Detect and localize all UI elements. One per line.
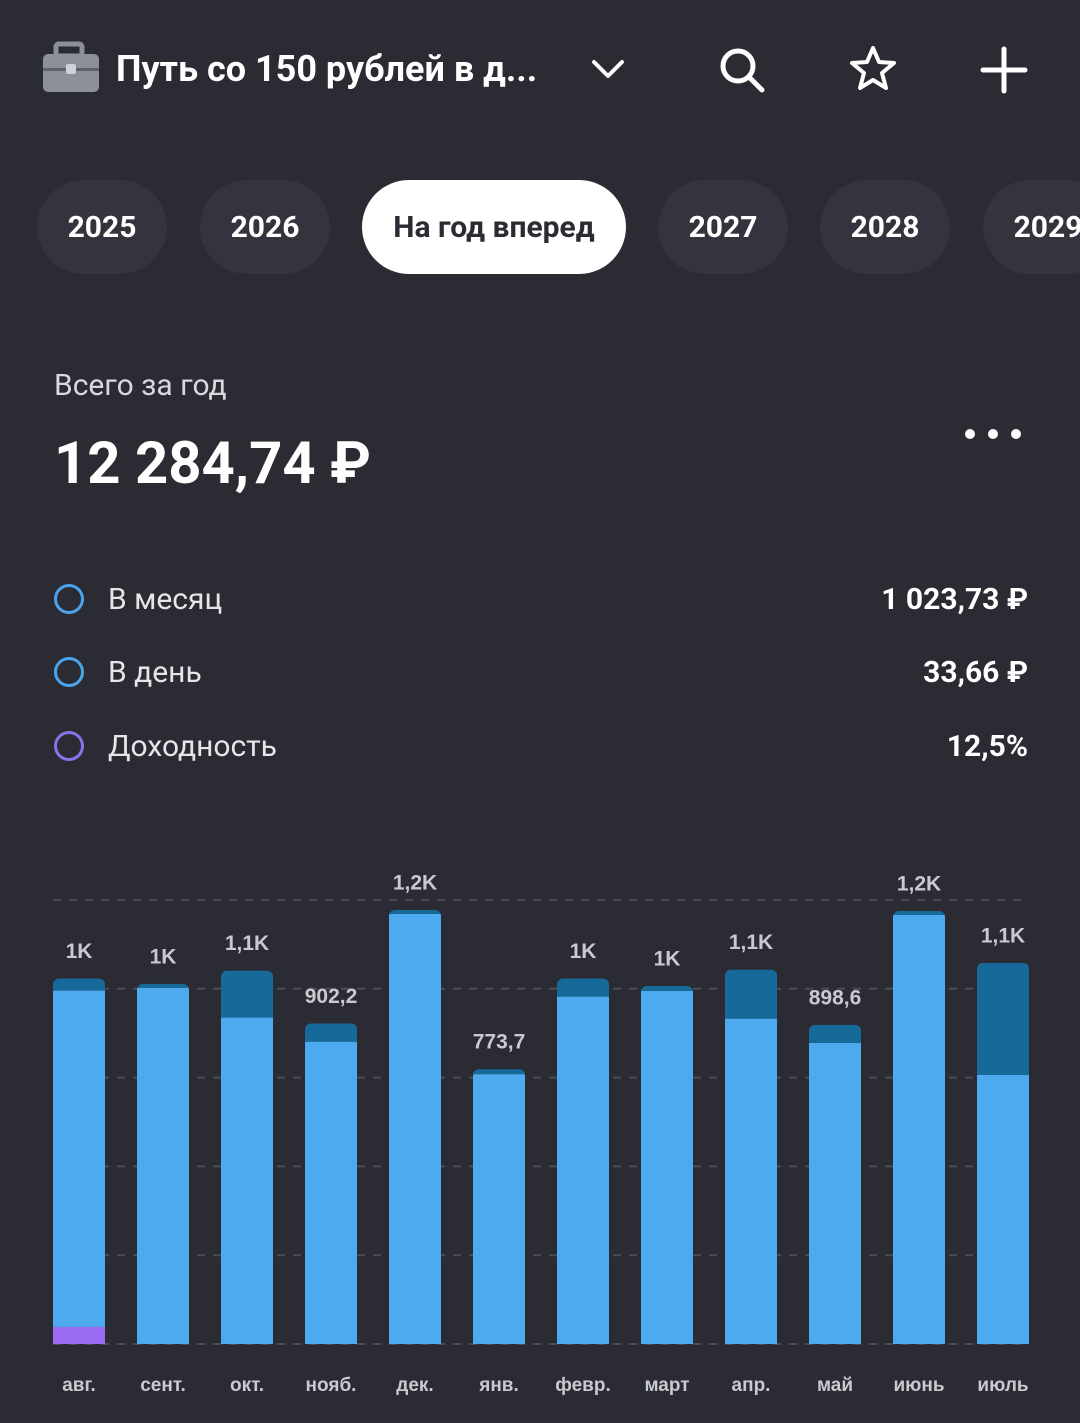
- x-tick-label: сент.: [140, 1375, 186, 1396]
- tab[interactable]: 2028: [820, 180, 950, 274]
- x-tick-label: март: [644, 1375, 689, 1396]
- favorite-icon[interactable]: [848, 44, 898, 92]
- search-icon[interactable]: [718, 46, 766, 94]
- bar-segment: [977, 962, 1029, 1075]
- value-label: 1K: [150, 945, 177, 968]
- bar-segment: [893, 914, 945, 1344]
- value-label: 1,1K: [981, 924, 1025, 947]
- tab-selected[interactable]: На год вперед: [362, 180, 626, 274]
- tab[interactable]: 2029: [983, 180, 1080, 274]
- bar-stack: [725, 969, 777, 1344]
- bar-segment: [809, 1024, 861, 1043]
- x-tick-label: июль: [977, 1375, 1028, 1396]
- bar-stack: [389, 909, 441, 1344]
- bar-stack: [641, 985, 693, 1344]
- bar-segment: [809, 1042, 861, 1344]
- bar-segment: [641, 990, 693, 1344]
- portfolio-title[interactable]: Путь со 150 рублей в д...: [116, 48, 538, 90]
- tab[interactable]: 2025: [37, 180, 167, 274]
- value-label: 1K: [654, 948, 681, 971]
- value-label: 1,1K: [729, 931, 773, 954]
- bar-segment: [557, 978, 609, 997]
- bar-segment: [53, 990, 105, 1327]
- period-tabs: 2025 2026 На год вперед 2027 2028 2029: [0, 180, 1080, 276]
- x-tick-label: дек.: [396, 1375, 433, 1396]
- stat-label: В день: [108, 655, 202, 690]
- bar-segment: [893, 911, 945, 915]
- x-tick-label: июнь: [893, 1375, 944, 1396]
- bar-segment: [221, 1017, 273, 1344]
- bar-segment: [389, 913, 441, 1344]
- bar-segment: [641, 985, 693, 991]
- value-label: 1K: [66, 940, 93, 963]
- bar-segment: [557, 996, 609, 1344]
- value-label: 1,2K: [897, 873, 941, 896]
- bar-stack: [53, 978, 105, 1344]
- bar-segment: [305, 1023, 357, 1042]
- value-label: 773,7: [473, 1031, 526, 1054]
- summary-label: Всего за год: [54, 368, 227, 403]
- bar-segment: [221, 970, 273, 1018]
- bar-stack: [557, 978, 609, 1344]
- stat-value: 12,5%: [946, 729, 1028, 764]
- bar-segment: [53, 1326, 105, 1344]
- bar-stack: [137, 983, 189, 1344]
- stat-row: В день 33,66 ₽: [54, 655, 1028, 695]
- bar-segment: [53, 978, 105, 991]
- x-tick-label: май: [817, 1375, 853, 1396]
- stat-row: В месяц 1 023,73 ₽: [54, 582, 1028, 622]
- summary-amount: 12 284,74 ₽: [54, 430, 371, 498]
- bar-segment: [389, 909, 441, 914]
- value-label: 1K: [570, 940, 597, 963]
- bar-segment: [473, 1074, 525, 1344]
- add-icon[interactable]: [980, 46, 1028, 94]
- bar-stack: [977, 962, 1029, 1344]
- bar-stack: [305, 1023, 357, 1344]
- x-tick-label: нояб.: [306, 1375, 357, 1396]
- value-label: 1,2K: [393, 871, 437, 894]
- bar-stack: [473, 1069, 525, 1344]
- portfolio-icon: [43, 41, 99, 92]
- x-tick-label: февр.: [555, 1375, 611, 1396]
- tab[interactable]: 2027: [658, 180, 788, 274]
- bar-stack: [221, 970, 273, 1344]
- value-label: 902,2: [305, 985, 358, 1008]
- tab[interactable]: 2026: [200, 180, 330, 274]
- dropdown-icon[interactable]: [590, 56, 626, 82]
- stat-label: В месяц: [108, 582, 223, 617]
- value-label: 898,6: [809, 986, 862, 1009]
- bar-stack: [893, 911, 945, 1344]
- x-tick-label: апр.: [732, 1375, 771, 1396]
- bar-segment: [725, 1018, 777, 1344]
- bar-segment: [977, 1074, 1029, 1344]
- x-tick-label: янв.: [478, 1375, 519, 1396]
- bar-stack: [809, 1024, 861, 1344]
- value-label: 1,1K: [225, 932, 269, 955]
- stat-label: Доходность: [108, 729, 277, 764]
- stat-row: Доходность 12,5%: [54, 729, 1028, 769]
- bar-segment: [473, 1069, 525, 1075]
- bar-segment: [137, 987, 189, 1344]
- x-tick-label: авг.: [62, 1375, 96, 1396]
- stat-value: 33,66 ₽: [923, 655, 1028, 690]
- stat-value: 1 023,73 ₽: [881, 582, 1028, 617]
- bar-segment: [305, 1041, 357, 1344]
- chart: 1K авг. 1K сент. 1,1K окт. 902,2 нояб. 1,2K дек. 7…: [53, 871, 1029, 1396]
- bar-segment: [725, 969, 777, 1019]
- bar-segment: [137, 983, 189, 988]
- more-icon[interactable]: [962, 424, 1026, 444]
- x-tick-label: окт.: [230, 1375, 264, 1396]
